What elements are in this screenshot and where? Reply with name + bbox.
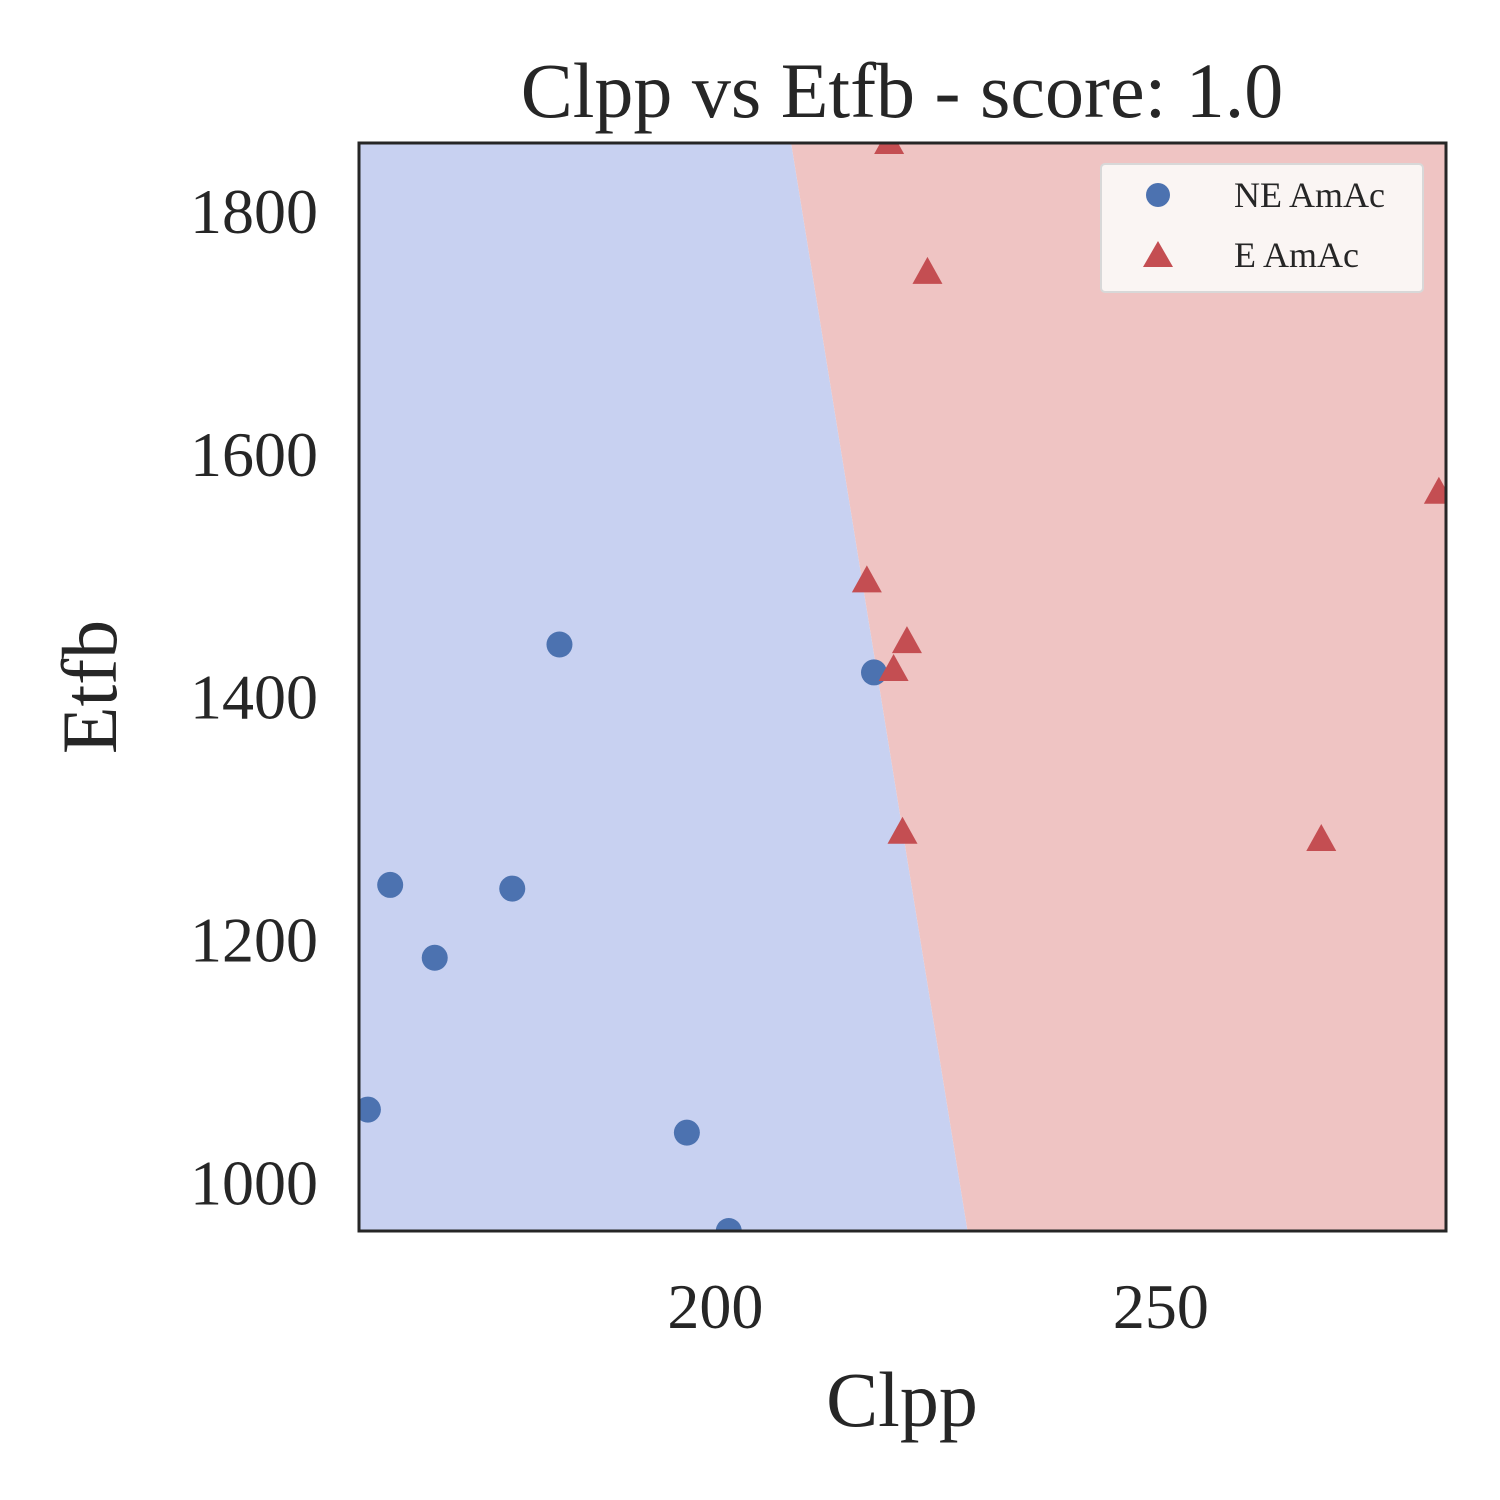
y-tick-label-1600: 1600 (190, 419, 318, 490)
point-e-amac-5 (891, 626, 922, 654)
point-ne-amac-5 (546, 631, 573, 658)
y-tick-label-1800: 1800 (190, 176, 318, 247)
points-layer (359, 143, 1446, 1231)
x-axis-label: Clpp (826, 1356, 978, 1443)
y-tick-labels: 1000 1200 1400 1600 1800 (190, 176, 318, 1218)
point-ne-amac-6 (673, 1119, 700, 1146)
y-tick-label-1400: 1400 (190, 662, 318, 733)
point-ne-amac-1 (359, 1096, 381, 1123)
x-tick-label-200: 200 (667, 1271, 763, 1342)
region-ne-amac (359, 143, 968, 1231)
legend-label-e-amac: E AmAc (1234, 235, 1359, 275)
point-ne-amac-3 (421, 944, 448, 971)
point-ne-amac-2 (377, 871, 404, 898)
point-e-amac-4 (851, 565, 882, 593)
point-ne-amac-8 (860, 659, 887, 686)
point-e-amac-8 (1306, 824, 1337, 851)
legend-marker-e-amac (1143, 241, 1173, 267)
x-tick-label-250: 250 (1113, 1271, 1209, 1342)
y-tick-label-1200: 1200 (190, 905, 318, 976)
point-e-amac-3 (1423, 476, 1446, 504)
point-e-amac-7 (887, 816, 918, 844)
x-tick-labels: 200 250 (667, 1271, 1208, 1342)
point-ne-amac-4 (499, 875, 526, 902)
plot-area (359, 143, 1446, 1231)
region-e-amac (791, 143, 1446, 1231)
point-e-amac-1 (874, 143, 905, 154)
legend: NE AmAc E AmAc (1100, 163, 1424, 293)
y-tick-label-1000: 1000 (190, 1147, 318, 1218)
legend-box (1100, 163, 1424, 293)
plot-frame (357, 141, 1448, 1233)
point-ne-amac-7 (715, 1218, 742, 1231)
chart-title: Clpp vs Etfb - score: 1.0 (521, 47, 1284, 134)
legend-label-ne-amac: NE AmAc (1234, 175, 1385, 215)
legend-marker-ne-amac (1146, 183, 1170, 207)
y-axis-label: Etfb (46, 620, 133, 754)
point-e-amac-6 (878, 654, 909, 681)
point-e-amac-2 (912, 256, 943, 284)
